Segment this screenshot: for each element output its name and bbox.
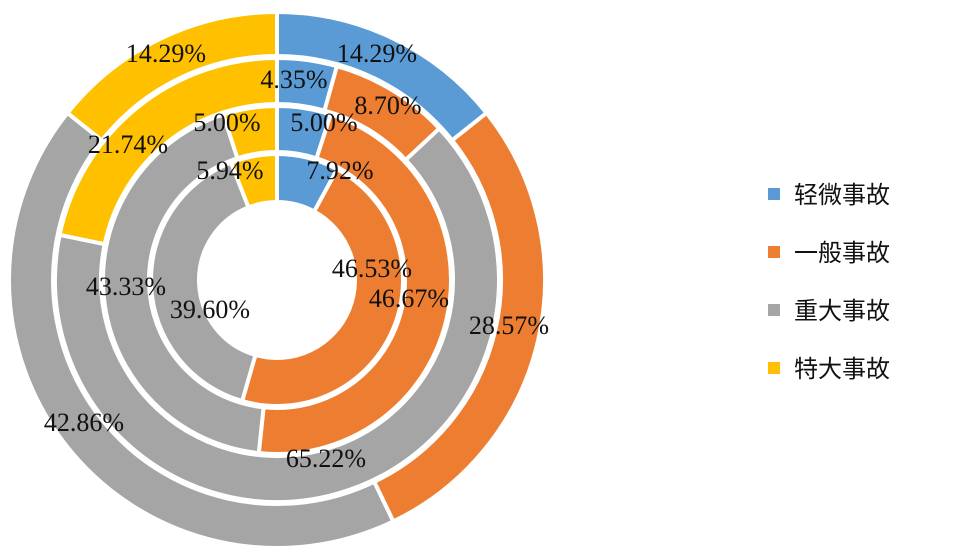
data-label: 14.29%: [337, 39, 417, 68]
ring-2-slice-4: [220, 103, 279, 161]
data-label: 42.86%: [44, 408, 124, 437]
ring-1-slice-2: [239, 166, 405, 408]
data-label: 5.00%: [290, 108, 357, 137]
data-label: 39.60%: [170, 295, 250, 324]
data-label: 7.92%: [306, 156, 373, 185]
doughnut-rings: [7, 9, 547, 548]
legend-item: 轻微事故: [768, 181, 890, 209]
data-label: 14.29%: [126, 39, 206, 68]
legend-label: 特大事故: [794, 355, 890, 383]
legend-label: 重大事故: [794, 297, 890, 325]
data-label: 4.35%: [260, 65, 327, 94]
legend-label: 一般事故: [794, 239, 890, 267]
ring-2-slice-2: [256, 111, 453, 456]
data-label: 43.33%: [86, 272, 166, 301]
legend-label: 轻微事故: [794, 181, 890, 209]
data-label: 5.00%: [193, 108, 260, 137]
data-label: 28.57%: [469, 311, 549, 340]
legend-swatch: [768, 188, 780, 200]
data-label: 5.94%: [196, 156, 263, 185]
legend-item: 特大事故: [768, 355, 890, 383]
ring-3-slice-4: [57, 55, 279, 247]
legend-swatch: [768, 304, 780, 316]
legend-swatch: [768, 246, 780, 258]
legend-swatch: [768, 362, 780, 374]
ring-3-slice-3: [53, 125, 501, 504]
legend-item: 重大事故: [768, 297, 890, 325]
ring-2-slice-3: [101, 111, 266, 456]
data-label: 46.67%: [369, 284, 449, 313]
data-label: 65.22%: [286, 444, 366, 473]
data-label: 8.70%: [354, 91, 421, 120]
data-label: 21.74%: [88, 130, 168, 159]
data-labels: 7.92% 46.53% 39.60% 5.94% 5.00% 46.67% 43.33% 5…: [44, 39, 549, 473]
data-label: 46.53%: [332, 254, 412, 283]
ring-4-slice-4: [64, 9, 279, 144]
legend-item: 一般事故: [768, 239, 890, 267]
ring-1-slice-3: [149, 160, 258, 404]
